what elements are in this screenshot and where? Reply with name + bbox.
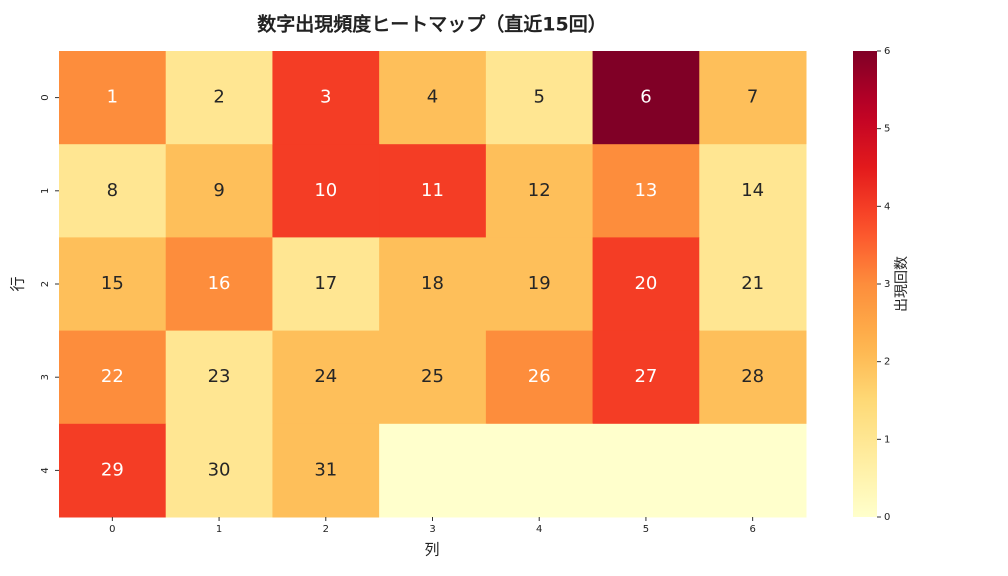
heatmap-cell [379, 423, 487, 518]
heatmap-cell [272, 237, 380, 332]
y-tick-label: 3 [40, 374, 51, 380]
y-tick-label: 2 [40, 281, 51, 287]
colorbar-tick-label: 4 [884, 201, 890, 212]
heatmap-cell [165, 51, 273, 145]
heatmap-cell [592, 51, 700, 145]
heatmap-cell [379, 330, 487, 425]
heatmap-cell [379, 237, 487, 332]
heatmap-cell [272, 51, 380, 145]
chart-title: 数字出現頻度ヒートマップ（直近15回） [257, 13, 606, 36]
cell-annotation: 15 [101, 273, 124, 294]
y-axis-label: 行 [9, 276, 27, 291]
heatmap-cell [699, 423, 807, 518]
x-tick-label: 2 [323, 524, 329, 535]
heatmap-cell [379, 51, 487, 145]
heatmap-cell [592, 237, 700, 332]
x-tick-label: 6 [749, 524, 755, 535]
heatmap-cell [59, 330, 167, 425]
heatmap-cell [485, 423, 594, 518]
cell-annotation: 25 [421, 366, 444, 387]
heatmap-cell [59, 144, 167, 238]
heatmap-cell [165, 330, 273, 425]
cell-annotation: 14 [741, 180, 764, 201]
heatmap-cell [59, 237, 167, 332]
cell-annotation: 22 [101, 366, 124, 387]
heatmap-cell [165, 423, 273, 518]
heatmap-cell [165, 144, 273, 238]
cell-annotation: 18 [421, 273, 444, 294]
colorbar-tick-label: 6 [884, 46, 890, 57]
cell-annotation: 21 [741, 273, 764, 294]
colorbar-tick-label: 3 [884, 279, 890, 290]
colorbar-tick-label: 1 [884, 434, 890, 445]
heatmap-cell [485, 330, 594, 425]
cell-annotation: 4 [427, 87, 438, 108]
heatmap-cell [592, 423, 700, 518]
heatmap-cell [485, 144, 594, 238]
heatmap-cell [59, 423, 167, 518]
heatmap-cell [272, 423, 380, 518]
cell-annotation: 13 [634, 180, 657, 201]
y-tick-label: 0 [40, 94, 51, 100]
cell-annotation: 7 [747, 87, 758, 108]
cell-annotation: 24 [314, 366, 337, 387]
colorbar [853, 51, 877, 517]
cell-annotation: 2 [213, 87, 224, 108]
cell-annotation: 5 [533, 87, 544, 108]
cell-annotation: 19 [528, 273, 551, 294]
cell-annotation: 11 [421, 180, 444, 201]
colorbar-label: 出現回数 [894, 256, 910, 312]
cell-annotation: 31 [314, 459, 337, 480]
heatmap-cell [699, 144, 807, 238]
cell-annotation: 23 [208, 366, 231, 387]
cell-annotation: 26 [528, 366, 551, 387]
x-axis-label: 列 [424, 541, 439, 559]
heatmap-cell [699, 237, 807, 332]
colorbar-tick-label: 2 [884, 357, 890, 368]
cell-annotation: 3 [320, 87, 331, 108]
heatmap-cell [485, 237, 594, 332]
cell-annotation: 20 [634, 273, 657, 294]
x-tick-label: 1 [216, 524, 222, 535]
heatmap-cell [165, 237, 273, 332]
colorbar-tick-label: 0 [884, 512, 890, 523]
heatmap-cell [272, 330, 380, 425]
heatmap-cell [379, 144, 487, 238]
x-tick-label: 0 [109, 524, 115, 535]
y-tick-label: 1 [40, 188, 51, 194]
colorbar-tick-label: 5 [884, 124, 890, 135]
x-tick-label: 4 [536, 524, 542, 535]
x-tick-label: 3 [429, 524, 435, 535]
cell-annotation: 9 [213, 180, 224, 201]
cell-annotation: 16 [208, 273, 231, 294]
cell-annotation: 10 [314, 180, 337, 201]
heatmap-cell [485, 51, 594, 145]
heatmap-cell [592, 144, 700, 238]
heatmap-cell [59, 51, 167, 145]
heatmap-cell [592, 330, 700, 425]
cell-annotation: 6 [640, 87, 651, 108]
cell-annotation: 27 [634, 366, 657, 387]
cell-annotation: 8 [107, 180, 118, 201]
heatmap-cell [699, 51, 807, 145]
cell-annotation: 1 [107, 87, 118, 108]
cell-annotation: 28 [741, 366, 764, 387]
cell-annotation: 29 [101, 459, 124, 480]
heatmap-cell [699, 330, 807, 425]
cell-annotation: 30 [208, 459, 231, 480]
y-tick-label: 4 [40, 467, 51, 473]
cell-annotation: 17 [314, 273, 337, 294]
x-tick-label: 5 [643, 524, 649, 535]
cell-annotation: 12 [528, 180, 551, 201]
heatmap-cell [272, 144, 380, 238]
